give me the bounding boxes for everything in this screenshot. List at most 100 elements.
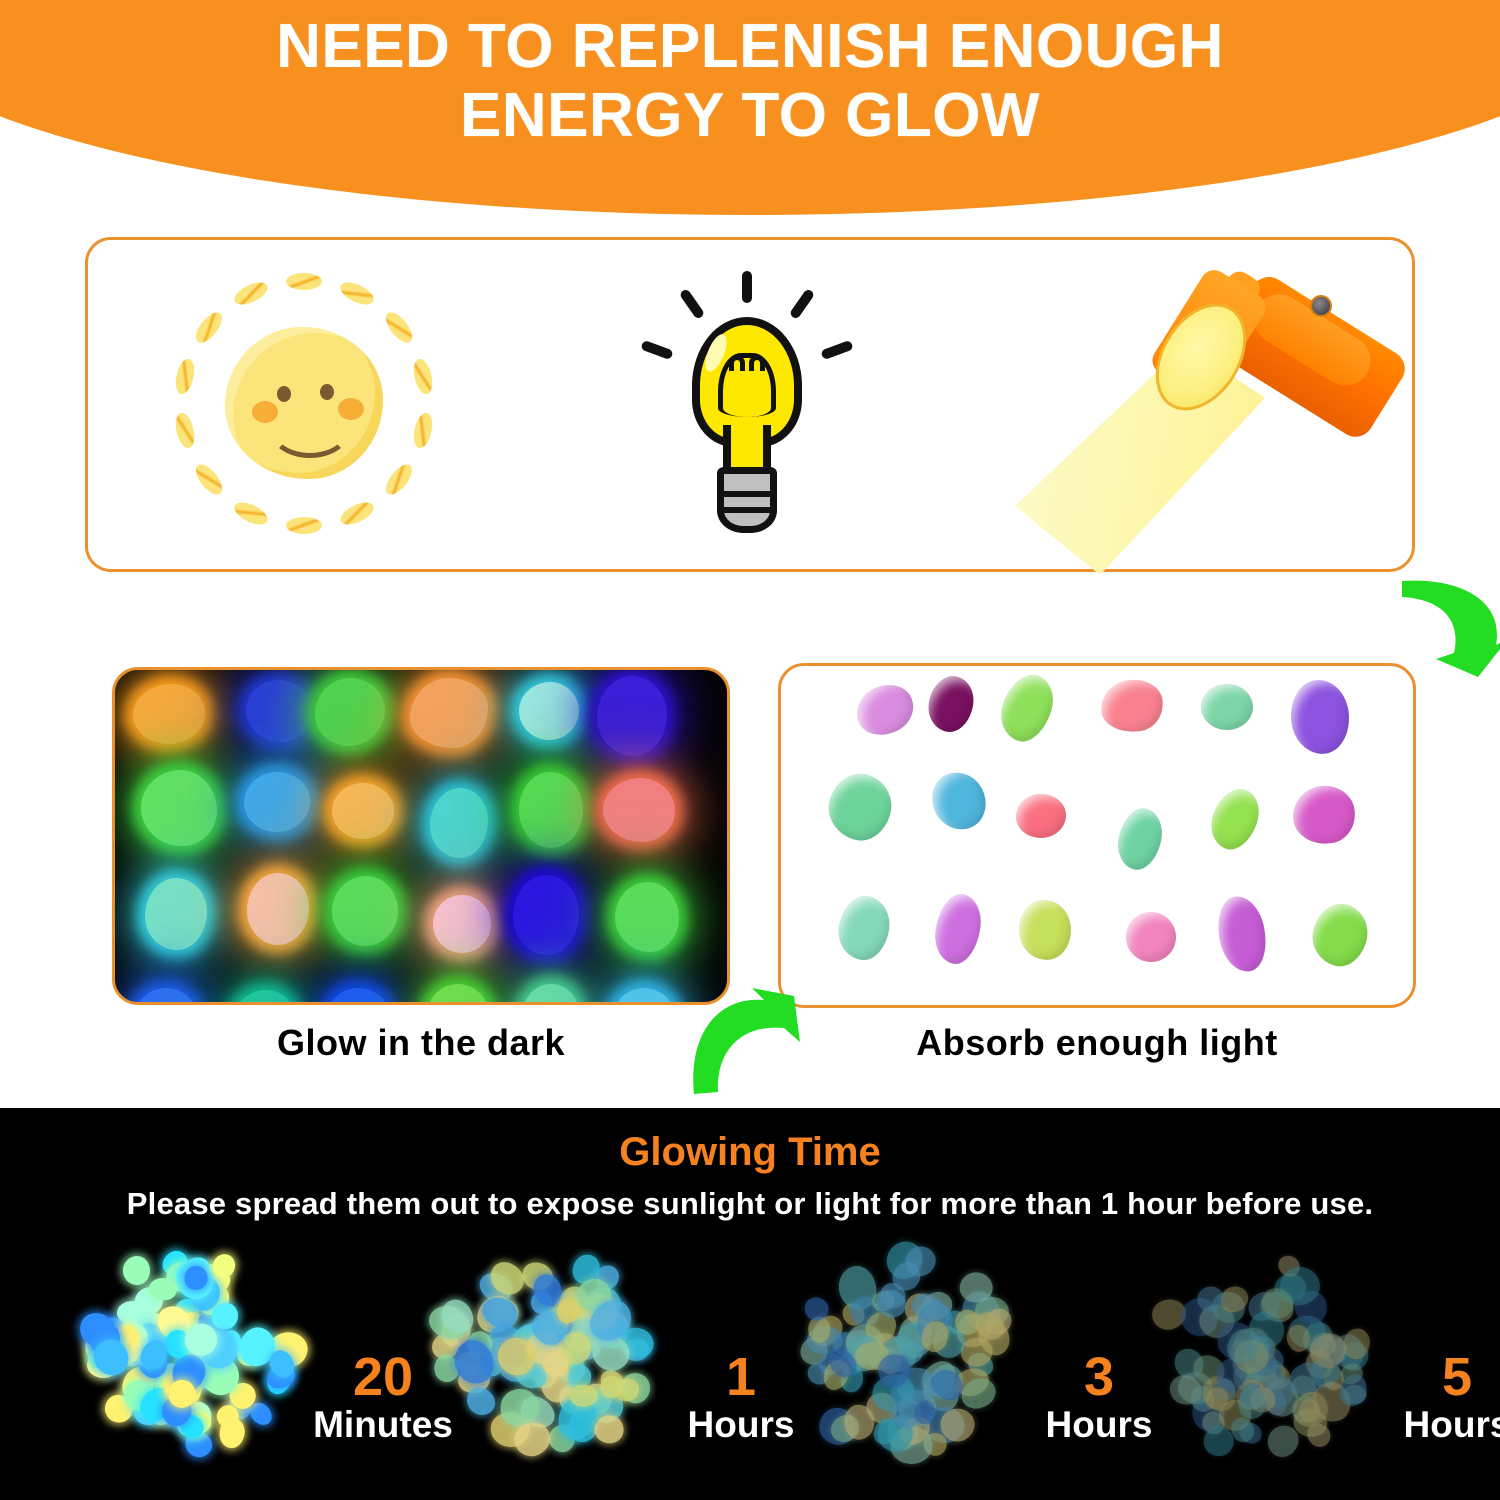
glow-duration-unit: Minutes [313,1404,453,1445]
sun-ray [190,308,227,347]
plastic-pebble [1211,892,1273,976]
glow-stone [246,680,312,742]
bulb-ray [678,288,706,321]
glow-stone [603,778,675,842]
plastic-pebble [1287,677,1353,757]
glowing-time-subtitle: Please spread them out to expose sunligh… [126,1186,1374,1221]
bulb-ray [820,339,854,361]
bulb-base [717,467,777,533]
plastic-pebble [924,672,978,736]
glow-stone [433,895,491,953]
plastic-pebble [1306,898,1374,972]
glow-duration-label: 3 Hours [999,1350,1199,1443]
sun-icon [150,255,450,555]
sun-ray [231,497,271,529]
glow-stone [597,676,667,756]
glow-stone [513,875,579,955]
pebble [843,1404,875,1440]
sun-ray [381,460,418,499]
sun-ray [381,308,418,347]
plastic-pebble [993,668,1061,748]
bulb-ray [640,339,674,361]
absorb-light-panel [778,663,1416,1008]
bulb-base-line-1 [720,491,774,497]
glow-stone [327,988,389,1002]
flashlight-power-button[interactable] [1310,295,1332,317]
sun-mouth [269,400,351,458]
glow-stone [244,772,310,832]
absorb-light-caption: Absorb enough light [916,1022,1278,1063]
plastic-pebble [821,767,899,847]
bulb-filament [718,353,776,417]
glow-stone [410,678,488,748]
sun-eye-right [320,384,334,400]
plastic-pebble [1113,804,1167,874]
glow-in-dark-caption: Glow in the dark [276,1022,566,1063]
sun-ray [337,497,377,529]
sun-ray [410,411,436,451]
glow-duration-number: 3 [1083,1347,1115,1407]
sun-ray [286,273,322,290]
header-banner [0,0,1500,215]
light-bulb-icon [640,255,854,555]
flashlight-icon [1010,255,1412,575]
page-title: NEED TO REPLENISH ENOUGH ENERGY TO GLOW [0,12,1500,151]
glow-duration-unit: Hours [687,1404,795,1445]
glow-stone [430,788,488,858]
glow-duration-label: 20 Minutes [283,1350,483,1443]
glow-stone [521,984,579,1002]
bulb-ray [788,288,816,321]
plastic-pebble [1126,912,1176,962]
glow-stone [235,990,295,1002]
pebble [121,1254,151,1286]
sun-ray [286,517,322,534]
sun-ray [190,460,227,499]
glow-stone [315,678,385,746]
glowing-time-title: Glowing Time [619,1130,881,1174]
glow-stone [519,682,579,740]
plastic-pebble [1203,782,1267,856]
glow-stone [332,876,398,946]
bulb-base-line-2 [724,507,770,513]
bulb-ray [742,271,752,303]
glow-duration-number: 5 [1441,1347,1473,1407]
glow-duration-number: 20 [352,1347,414,1407]
plastic-pebble [1016,794,1066,838]
glow-stone [427,984,489,1002]
pebble [167,1379,196,1408]
plastic-pebble [923,763,995,839]
glow-stone [145,878,207,950]
glow-duration-unit: Hours [1403,1404,1500,1445]
title-line-2: ENERGY TO GLOW [460,81,1040,151]
plastic-pebble [1288,781,1360,849]
plastic-pebble [834,892,894,964]
glow-stone [613,988,675,1002]
pebble [569,1385,598,1407]
sun-eye-left [277,386,291,402]
sun-ray [231,278,271,310]
glow-stone [332,783,394,839]
glow-stone [135,988,197,1002]
plastic-pebble [931,891,985,967]
bulb-neck [723,425,771,473]
sun-ray [410,356,436,396]
plastic-pebble [1016,897,1074,963]
glow-in-dark-panel [112,667,730,1005]
glow-duration-label: 1 Hours [641,1350,841,1443]
curved-arrow-icon [688,988,810,1100]
title-line-1: NEED TO REPLENISH ENOUGH [276,12,1224,81]
sun-ray [337,278,377,310]
plastic-pebble [1097,675,1167,737]
pebble-cluster [55,1238,355,1488]
plastic-pebble [1201,684,1253,730]
glow-duration-unit: Hours [1045,1404,1153,1445]
glow-duration-label: 5 Hours [1357,1350,1500,1443]
glow-stone [247,873,309,945]
curved-arrow-icon [1392,573,1500,683]
glow-stone [141,770,217,846]
glow-stone [615,882,679,952]
pebble [116,1301,147,1325]
plastic-pebble [848,675,922,745]
sun-ray [172,411,198,451]
